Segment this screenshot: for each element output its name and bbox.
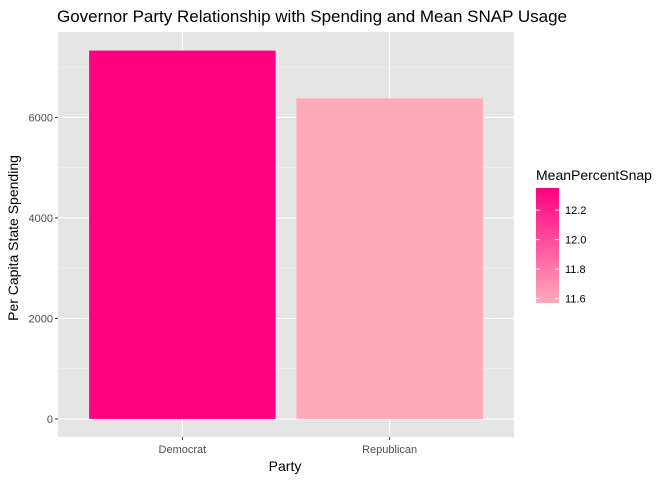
- legend-colorbar: [536, 188, 559, 303]
- y-tick-label: 4000: [29, 213, 53, 225]
- legend-tick-label: 11.6: [565, 294, 586, 306]
- y-tick-label: 2000: [29, 313, 53, 325]
- bars: [89, 50, 483, 419]
- y-axis-title: Per Capita State Spending: [5, 155, 21, 321]
- x-axis-title: Party: [269, 458, 302, 474]
- x-axis: Democrat Republican: [159, 437, 417, 456]
- legend-tick-label: 11.8: [565, 264, 586, 276]
- legend-tick-label: 12.0: [565, 235, 586, 247]
- legend-title: MeanPercentSnap: [536, 167, 652, 183]
- chart-title: Governor Party Relationship with Spendin…: [57, 7, 567, 26]
- y-tick-label: 6000: [29, 112, 53, 124]
- legend-ticks: 11.6 11.8 12.0 12.2: [536, 205, 586, 306]
- y-axis: 0 2000 4000 6000: [29, 112, 58, 426]
- legend: MeanPercentSnap 11.6 11.8 12.0 12.2: [536, 167, 652, 306]
- y-tick-label: 0: [47, 414, 53, 426]
- x-tick-label: Democrat: [159, 444, 207, 456]
- x-tick-label: Republican: [362, 444, 417, 456]
- legend-tick-label: 12.2: [565, 205, 586, 217]
- bar-democrat: [89, 50, 276, 419]
- bar-republican: [296, 98, 483, 419]
